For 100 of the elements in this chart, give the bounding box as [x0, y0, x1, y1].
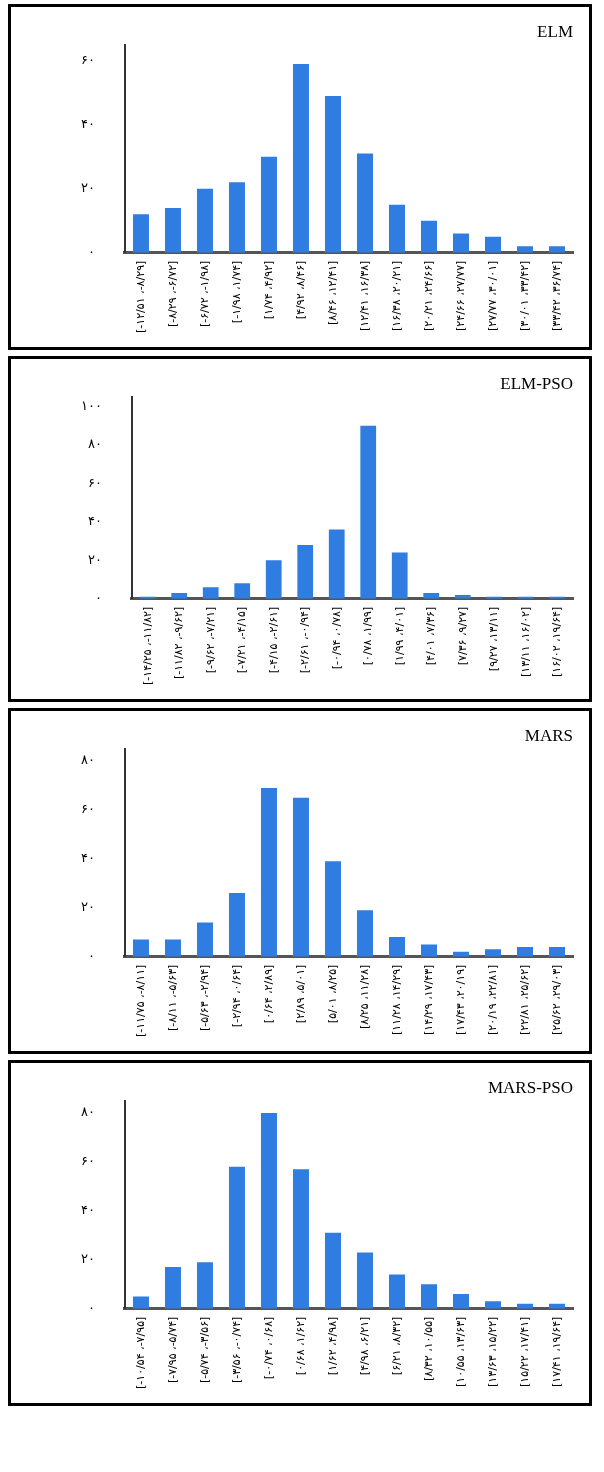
x-tick-label: [-۷/۲۱ ،-۴/۱۵] — [235, 606, 249, 674]
x-tick-label: [-۲/۹۴ ،۰/۶۴] — [229, 964, 243, 1028]
x-tick-label: [-۵/۷۴ ،-۳/۵۶] — [197, 1316, 211, 1384]
x-tick-label: [۶/۲۱ ،۸/۳۲] — [389, 1316, 403, 1376]
x-tick-label: [-۴/۱۵ ،-۲/۶۱] — [266, 606, 280, 674]
x-tick-label: [۰/۷۸ ،۱/۹۹] — [361, 606, 375, 666]
x-tick-label: [-۱۱/۸۲ ،-۹/۶۲] — [172, 606, 186, 680]
bar — [484, 1301, 501, 1309]
x-tick-label: [۲/۸۹ ،۵/۰۱] — [293, 964, 307, 1024]
x-tick-label: [۱۵/۲۲ ،۱۷/۴۱] — [517, 1316, 531, 1387]
x-tick-label: [۲۲/۸۱ ،۲۵/۶۲] — [517, 964, 531, 1035]
bar — [452, 1293, 469, 1309]
y-tick-label: ۶۰ — [81, 52, 95, 68]
x-tick-label: [۱۴/۲۹ ،۱۷/۴۳] — [421, 964, 435, 1035]
x-tick-label: [-۸/۱۱ ،-۵/۶۳] — [165, 964, 179, 1032]
bar — [484, 236, 501, 253]
bar — [420, 944, 437, 957]
x-tick-label: [۲۴/۶۶ ،۲۷/۷۷] — [453, 260, 467, 331]
y-tick-label: ۱۰۰ — [80, 397, 102, 413]
x-tick-label: [۱۳/۶۳ ،۱۵/۲۲] — [485, 1316, 499, 1387]
bar — [164, 1267, 181, 1309]
x-tick-label: [۳۰/۰۱ ،۳۳/۴۲] — [517, 260, 531, 331]
bar — [202, 587, 219, 599]
y-tick-label: ۶۰ — [81, 1153, 95, 1169]
y-tick-label: ۸۰ — [87, 436, 102, 452]
x-tick-label: [-۹/۶۲ ،-۷/۲۱] — [203, 606, 217, 674]
bar — [164, 939, 181, 957]
x-tick-label: [-۲/۶۱ ،-۰/۹۴] — [298, 606, 312, 674]
x-tick-label: [۵/۰۱ ،۸/۲۵] — [325, 964, 339, 1024]
x-tick-label: [-۵/۶۳ ،-۲/۹۴] — [197, 964, 211, 1032]
x-tick-label: [۹/۲۷ ،۱۳/۱۱] — [487, 606, 501, 672]
bar — [132, 214, 149, 253]
x-tick-label: [۸/۴۶ ،۱۲/۴۱] — [325, 260, 339, 326]
x-tick-label: [-۱۲/۵۱ ،-۸/۲۹] — [133, 260, 147, 334]
y-tick-label: ۸۰ — [81, 1104, 95, 1120]
bar — [324, 861, 341, 957]
x-tick-label: [-۱/۹۸ ،۱/۷۴] — [229, 260, 243, 324]
chart-title: MARS-PSO — [487, 1078, 573, 1098]
bar — [228, 893, 245, 957]
x-tick-label: [۸/۲۵ ،۱۱/۲۸] — [357, 964, 371, 1030]
bar — [452, 233, 469, 253]
x-tick-label: [۱۶/۳۸ ،۲۰/۲۱] — [389, 260, 403, 331]
bar — [234, 583, 251, 599]
bar — [196, 188, 213, 253]
x-tick-label: [-۰/۹۴ ،۰/۷۸] — [329, 606, 343, 670]
y-tick-label: ۲۰ — [87, 551, 102, 567]
x-tick-label: [۷/۳۶ ،۹/۲۷] — [455, 606, 469, 666]
bar — [196, 922, 213, 957]
x-tick-label: [۰/۶۸ ،۱/۶۲] — [293, 1316, 307, 1376]
x-tick-label: [۴/۰۱ ،۷/۳۶] — [424, 606, 438, 666]
x-tick-label: [۴/۹۲ ،۸/۴۶] — [293, 260, 307, 320]
bar — [132, 1296, 149, 1309]
bar — [360, 425, 377, 599]
x-tick-label: [-۱۴/۲۵ ،-۱۱/۸۲] — [140, 606, 154, 685]
x-tick-label: [۱۱/۲۸ ،۱۴/۲۹] — [389, 964, 403, 1035]
bar — [297, 544, 314, 599]
x-tick-label: [-۷/۹۵ ،-۵/۷۴] — [165, 1316, 179, 1384]
y-tick-label: ۰ — [87, 948, 95, 964]
y-tick-label: ۸۰ — [81, 752, 95, 768]
x-tick-label: [۱۰/۵۵ ،۱۳/۶۳] — [453, 1316, 467, 1387]
y-tick-label: ۶۰ — [87, 474, 102, 490]
bar — [164, 207, 181, 253]
y-tick-label: ۴۰ — [81, 1202, 95, 1218]
x-tick-label: [-۰/۷۴ ،۰/۶۸] — [261, 1316, 275, 1380]
x-tick-label: [۱۳/۱۱ ،۱۶/۰۲] — [518, 606, 532, 678]
y-tick-label: ۲۰ — [81, 180, 95, 196]
bar — [517, 246, 533, 253]
x-tick-label: [۱۲/۴۱ ،۱۶/۳۸] — [357, 260, 371, 331]
x-tick-label: [۴/۹۸ ،۶/۲۱] — [357, 1316, 371, 1376]
x-tick-label: [۰/۶۴ ،۲/۸۹] — [261, 964, 275, 1024]
x-tick-label: [-۱۰/۵۴ ،-۷/۹۵] — [133, 1316, 147, 1390]
bar — [517, 946, 533, 957]
chart-title: ELM-PSO — [500, 374, 573, 394]
x-tick-label: [-۱۱/۷۵ ،-۸/۱۱] — [133, 964, 147, 1038]
bar — [260, 156, 277, 253]
bar — [356, 153, 373, 253]
bar — [265, 560, 282, 599]
bar — [260, 1113, 277, 1309]
chart-title: ELM — [537, 22, 573, 42]
y-tick-label: ۲۰ — [81, 1251, 95, 1267]
bar — [549, 246, 565, 253]
y-tick-label: ۴۰ — [81, 116, 95, 132]
bar — [324, 1232, 341, 1309]
y-tick-label: ۰ — [87, 1300, 95, 1316]
bar — [391, 552, 408, 599]
x-tick-label: [۱۶/۰۲ ،۱۹/۶۴] — [550, 606, 564, 678]
bar — [388, 204, 405, 253]
bar — [420, 1284, 437, 1309]
bar — [324, 95, 341, 253]
bar — [292, 63, 309, 253]
y-tick-label: ۴۰ — [87, 513, 102, 529]
bar — [484, 949, 501, 957]
x-tick-label: [۱/۶۲ ،۴/۹۸] — [325, 1316, 339, 1376]
x-tick-label: [۲۷/۷۷ ،۳۰/۰۱] — [485, 260, 499, 331]
y-tick-label: ۰ — [94, 590, 102, 606]
x-tick-label: [۱۷/۴۱ ،۱۹/۶۴] — [549, 1316, 563, 1387]
x-tick-label: [۱/۷۴ ،۴/۹۲] — [261, 260, 275, 320]
bar — [328, 529, 345, 599]
bar — [420, 220, 437, 253]
x-tick-label: [۱/۹۹ ،۴/۰۱] — [392, 606, 406, 666]
